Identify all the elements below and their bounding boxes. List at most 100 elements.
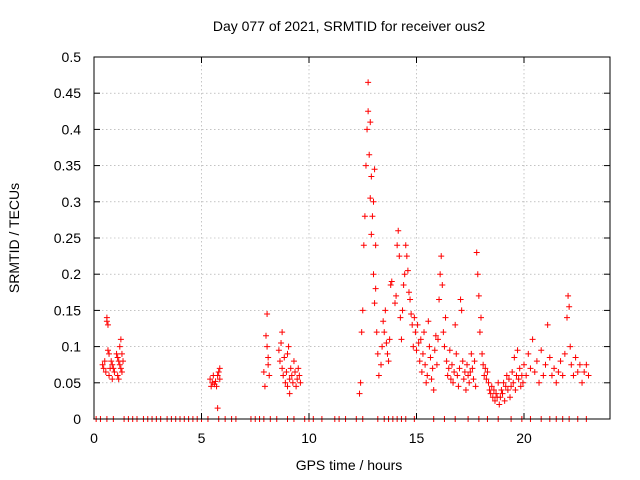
data-point <box>113 350 120 357</box>
data-point <box>360 242 367 249</box>
y-tick-label: 0.05 <box>54 375 81 391</box>
data-point <box>418 368 425 375</box>
data-point <box>417 336 424 343</box>
data-point <box>505 376 512 383</box>
data-point <box>378 361 385 368</box>
data-point <box>491 397 498 404</box>
y-tick-labels: 0 0.05 0.1 0.15 0.2 0.25 0.3 0.35 0.4 0.45 0.5 <box>54 49 81 427</box>
data-point <box>531 368 538 375</box>
data-point <box>572 354 579 361</box>
data-point <box>397 314 404 321</box>
data-point <box>395 227 402 234</box>
data-point <box>472 383 479 390</box>
data-point <box>408 311 415 318</box>
data-point <box>513 372 520 379</box>
data-point <box>106 350 113 357</box>
data-point <box>451 368 458 375</box>
data-point <box>214 372 221 379</box>
data-point <box>387 282 394 289</box>
data-point <box>287 365 294 372</box>
data-point <box>510 379 517 386</box>
data-point <box>265 354 272 361</box>
data-point <box>215 368 222 375</box>
data-point <box>557 358 564 365</box>
data-point <box>512 387 519 394</box>
data-point <box>212 378 219 385</box>
data-point <box>542 361 549 368</box>
y-tick-label: 0.5 <box>62 49 82 65</box>
data-point <box>446 347 453 354</box>
data-point <box>288 372 295 379</box>
data-point <box>443 358 450 365</box>
data-point <box>265 361 272 368</box>
data-point <box>356 390 363 397</box>
data-point <box>462 387 469 394</box>
data-point <box>468 350 475 357</box>
y-tick-label: 0.15 <box>54 302 81 318</box>
data-point <box>478 314 484 321</box>
data-point <box>564 314 570 321</box>
data-point <box>386 336 393 343</box>
data-point <box>507 394 514 401</box>
data-point <box>279 329 286 336</box>
data-point <box>110 365 117 372</box>
data-point <box>439 282 446 289</box>
data-point <box>281 354 288 361</box>
data-point <box>533 358 540 365</box>
data-point <box>108 358 115 365</box>
data-point <box>503 372 510 379</box>
data-point <box>216 365 223 372</box>
data-point <box>432 332 439 339</box>
data-point <box>435 336 441 343</box>
data-point <box>385 358 392 365</box>
x-tick-label: 20 <box>516 430 532 446</box>
data-point <box>450 379 457 386</box>
data-point <box>405 289 412 296</box>
data-point <box>412 329 419 336</box>
data-point <box>428 376 435 383</box>
data-point <box>437 271 444 278</box>
data-point <box>476 329 483 336</box>
data-point <box>213 383 220 390</box>
data-point <box>453 350 460 357</box>
data-point <box>540 372 547 379</box>
data-point <box>263 332 269 339</box>
data-point <box>581 368 588 375</box>
data-point <box>544 321 551 328</box>
data-point <box>394 242 401 249</box>
data-point <box>286 390 293 397</box>
data-point <box>368 231 375 238</box>
data-point <box>374 350 381 357</box>
y-tick-label: 0.2 <box>62 266 82 282</box>
x-tick-label: 15 <box>409 430 425 446</box>
data-point <box>379 343 386 350</box>
data-point <box>548 372 555 379</box>
data-point <box>502 383 509 390</box>
data-point <box>484 368 491 375</box>
data-point <box>359 307 366 314</box>
data-point <box>561 350 568 357</box>
data-point <box>275 347 282 354</box>
data-point <box>461 368 468 375</box>
y-tick-label: 0.25 <box>54 230 81 246</box>
data-point <box>431 347 438 354</box>
data-point <box>260 368 267 375</box>
data-point <box>115 376 122 383</box>
data-point <box>583 361 590 368</box>
data-points <box>93 79 592 422</box>
data-point <box>367 119 374 126</box>
data-point <box>555 368 562 375</box>
data-point <box>482 365 489 372</box>
data-point <box>279 365 286 372</box>
data-point <box>474 271 481 278</box>
data-point <box>496 401 503 408</box>
data-point <box>284 383 291 390</box>
data-point <box>570 372 577 379</box>
data-point <box>396 253 403 260</box>
data-point <box>261 383 268 390</box>
data-point <box>101 358 108 365</box>
data-point <box>114 372 121 379</box>
data-point <box>481 372 488 379</box>
data-point <box>403 253 410 260</box>
data-point <box>515 376 522 383</box>
